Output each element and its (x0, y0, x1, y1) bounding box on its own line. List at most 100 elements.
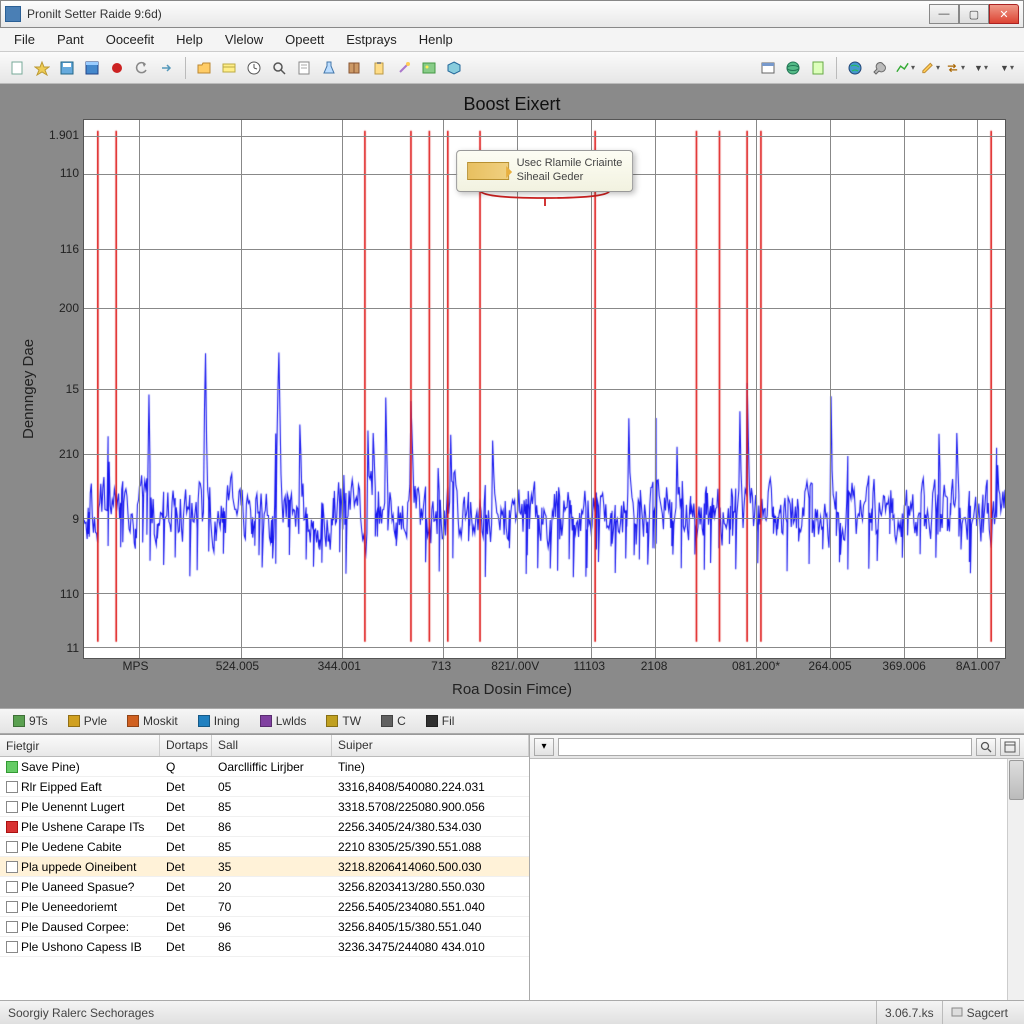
arrow-button[interactable] (156, 57, 178, 79)
doc-button[interactable] (293, 57, 315, 79)
menu-henlp[interactable]: Henlp (409, 30, 463, 49)
y-axis-label: Dennngey Dae (18, 119, 39, 659)
tab-icon (260, 715, 272, 727)
list-body[interactable]: Save Pine)QOarclliffic LirjberTine)Rlr E… (0, 757, 529, 1000)
world-button[interactable] (844, 57, 866, 79)
menu-file[interactable]: File (4, 30, 45, 49)
table-row[interactable]: Ple Uedene CabiteDet852210 8305/25/390.5… (0, 837, 529, 857)
checkbox-icon[interactable] (6, 761, 18, 773)
menu-help[interactable]: Help (166, 30, 213, 49)
column-header[interactable]: Suiper (332, 735, 529, 756)
table-row[interactable]: Ple Uaneed Spasue?Det203256.8203413/280.… (0, 877, 529, 897)
book-button[interactable] (343, 57, 365, 79)
table-row[interactable]: Ple Ushono Capess IBDet863236.3475/24408… (0, 937, 529, 957)
menu-pant[interactable]: Pant (47, 30, 94, 49)
maximize-button[interactable]: ▢ (959, 4, 989, 24)
list-subheader: Save Pine)QOarclliffic LirjberTine) (0, 757, 529, 777)
undo-button[interactable] (131, 57, 153, 79)
swap-button[interactable] (944, 57, 966, 79)
checkbox-icon[interactable] (6, 921, 18, 933)
image-button[interactable] (418, 57, 440, 79)
status-version: 3.06.7.ks (876, 1001, 942, 1024)
minimize-button[interactable]: — (929, 4, 959, 24)
cube-icon (446, 60, 462, 76)
tab-lwlds[interactable]: Lwlds (251, 711, 316, 731)
wizard-icon (34, 60, 50, 76)
menu-opeett[interactable]: Opeett (275, 30, 334, 49)
column-header[interactable]: Fietgir (0, 735, 160, 756)
checkbox-icon[interactable] (6, 821, 18, 833)
wizard-button[interactable] (31, 57, 53, 79)
chart-panel: Boost Eixert Dennngey Dae 1.901110116200… (0, 84, 1024, 708)
table-row[interactable]: Pla uppede OineibentDet353218.8206414060… (0, 857, 529, 877)
tab-c[interactable]: C (372, 711, 415, 731)
book-icon (346, 60, 362, 76)
plot-area[interactable]: Usec Rlamile Criainte Siheail Geder (83, 119, 1006, 659)
record-button[interactable] (106, 57, 128, 79)
checkbox-icon[interactable] (6, 881, 18, 893)
window-button[interactable] (757, 57, 779, 79)
more-button[interactable]: ▼ (996, 57, 1018, 79)
cube-button[interactable] (443, 57, 465, 79)
checkbox-icon[interactable] (6, 801, 18, 813)
scrollbar-thumb[interactable] (1009, 760, 1024, 800)
y-tick: 15 (66, 382, 79, 396)
table-row[interactable]: Ple Uenennt LugertDet853318.5708/225080.… (0, 797, 529, 817)
wand-button[interactable] (393, 57, 415, 79)
save-alt-button[interactable] (56, 57, 78, 79)
search-button[interactable] (976, 738, 996, 756)
y-tick: 9 (72, 512, 79, 526)
tool-button[interactable] (869, 57, 891, 79)
tab-9ts[interactable]: 9Ts (4, 711, 57, 731)
statusbar: Soorgiy Ralerc Sechorages 3.06.7.ks Sagc… (0, 1000, 1024, 1024)
table-row[interactable]: Ple Daused Corpee:Det963256.8405/15/380.… (0, 917, 529, 937)
detail-scrollbar[interactable] (1007, 759, 1024, 1000)
checkbox-icon[interactable] (6, 861, 18, 873)
line-button[interactable] (894, 57, 916, 79)
status-left: Soorgiy Ralerc Sechorages (8, 1006, 154, 1020)
menu-ooceefit[interactable]: Ooceefit (96, 30, 164, 49)
filter-dropdown-button[interactable]: ▾ (534, 738, 554, 756)
page-button[interactable] (6, 57, 28, 79)
tab-tw[interactable]: TW (317, 711, 370, 731)
checkbox-icon[interactable] (6, 941, 18, 953)
column-header[interactable]: Dortaps (160, 735, 212, 756)
card-button[interactable] (218, 57, 240, 79)
menu-estprays[interactable]: Estprays (336, 30, 407, 49)
tab-icon (68, 715, 80, 727)
folder-button[interactable] (193, 57, 215, 79)
panel-button[interactable] (81, 57, 103, 79)
zoom-button[interactable] (268, 57, 290, 79)
chart-tooltip: Usec Rlamile Criainte Siheail Geder (456, 150, 634, 192)
detail-search-input[interactable] (558, 738, 972, 756)
checkbox-icon[interactable] (6, 781, 18, 793)
panel-button[interactable] (1000, 738, 1020, 756)
detail-toolbar: ▾ (530, 735, 1024, 759)
clipboard-button[interactable] (368, 57, 390, 79)
ruler-icon (467, 162, 509, 180)
status-right[interactable]: Sagcert (942, 1001, 1016, 1024)
record-icon (109, 60, 125, 76)
table-row[interactable]: Ple Ushene Carape ITsDet862256.3405/24/3… (0, 817, 529, 837)
tab-pvle[interactable]: Pvle (59, 711, 116, 731)
table-row[interactable]: Ple UeneedoriemtDet702256.5405/234080.55… (0, 897, 529, 917)
app-icon (5, 6, 21, 22)
tab-moskit[interactable]: Moskit (118, 711, 187, 731)
clock-button[interactable] (243, 57, 265, 79)
window-icon (760, 60, 776, 76)
y-tick: 110 (60, 166, 79, 180)
arrow-icon (159, 60, 175, 76)
sheet-button[interactable] (807, 57, 829, 79)
flask-button[interactable] (318, 57, 340, 79)
checkbox-icon[interactable] (6, 901, 18, 913)
tab-fil[interactable]: Fil (417, 711, 464, 731)
more-button[interactable]: ▼ (970, 57, 992, 79)
close-button[interactable]: ✕ (989, 4, 1019, 24)
tab-ining[interactable]: Ining (189, 711, 249, 731)
table-row[interactable]: Rlr Eipped EaftDet053316,8408/540080.224… (0, 777, 529, 797)
globe-button[interactable] (782, 57, 804, 79)
checkbox-icon[interactable] (6, 841, 18, 853)
column-header[interactable]: Sall (212, 735, 332, 756)
menu-vlelow[interactable]: Vlelow (215, 30, 273, 49)
pencil-button[interactable] (919, 57, 941, 79)
